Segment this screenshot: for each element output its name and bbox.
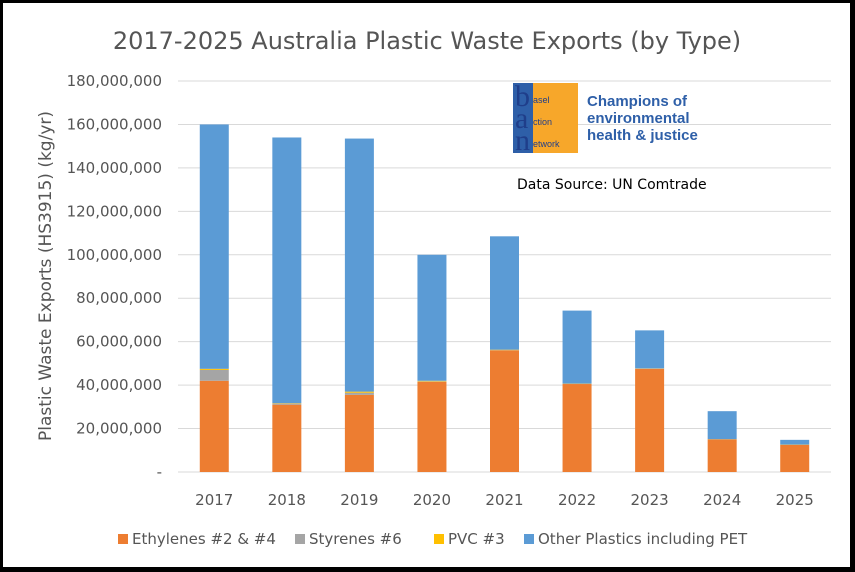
bar-segment [562,384,592,472]
legend-swatch [118,534,128,544]
y-tick-label: 60,000,000 [76,333,162,351]
legend: Ethylenes #2 & #4 Styrenes #6 PVC #3 Other … [118,530,748,548]
legend-label: PVC #3 [448,530,505,548]
y-tick-label: 120,000,000 [67,202,162,220]
bar-segment [417,381,447,472]
ban-logo-letter-a: a [515,102,528,135]
bar-segment [344,394,374,472]
bar-segment [272,137,302,404]
bar-segment [417,380,447,382]
y-tick-label: 180,000,000 [67,72,162,90]
chart-title: 2017-2025 Australia Plastic Waste Export… [113,27,741,55]
bar-segment [344,392,374,395]
bar-segment [199,124,229,369]
bar-segment [490,350,519,472]
bar-segment [199,369,229,381]
chart-svg: 2017-2025 Australia Plastic Waste Export… [36,27,831,548]
bar-segment [635,330,665,369]
bar-segment [344,138,374,392]
x-tick-label: 2022 [558,491,596,509]
bar-segment [707,411,737,440]
ban-logo-word-asel: asel [533,95,550,105]
bar-segment [417,254,447,381]
bar-segment [490,236,519,350]
y-tick-label: 140,000,000 [67,159,162,177]
bar-layer [199,124,810,472]
x-tick-label: 2018 [268,491,306,509]
legend-label: Ethylenes #2 & #4 [132,530,276,548]
y-tick-label: 80,000,000 [76,289,162,307]
legend-swatch [434,534,444,544]
bar-segment [199,368,229,370]
ban-logo-band [513,83,533,153]
legend-swatch [524,534,534,544]
ban-logo-word-ction: ction [533,117,552,127]
x-tick-label: 2025 [776,491,814,509]
y-tick-label: - [157,463,162,481]
x-tick-label: 2019 [340,491,378,509]
logo-tagline-line2: environmental [587,110,690,127]
legend-label: Styrenes #6 [309,530,402,548]
x-tick-labels: 2017 2018 2019 2020 2021 2022 2023 2024 2025 [195,491,814,509]
y-tick-label: 40,000,000 [76,376,162,394]
x-tick-label: 2023 [631,491,669,509]
y-tick-label: 20,000,000 [76,420,162,438]
bar-segment [344,391,374,393]
ban-logo-word-etwork: etwork [533,139,560,149]
x-tick-label: 2024 [703,491,741,509]
y-tick-label: 160,000,000 [67,115,162,133]
bar-segment [199,380,229,472]
y-tick-label: 100,000,000 [67,246,162,264]
bar-segment [780,439,810,445]
data-source-note: Data Source: UN Comtrade [517,177,707,193]
legend-label: Other Plastics including PET [538,530,748,548]
bar-segment [780,444,810,472]
bar-segment [272,403,302,405]
logo-tagline-line1: Champions of [587,93,688,110]
x-tick-label: 2017 [195,491,233,509]
bar-segment [272,404,302,472]
y-tick-labels: - 20,000,000 40,000,000 60,000,000 80,000,00… [67,72,162,481]
logo-tagline-line3: health & justice [587,127,698,144]
bar-segment [562,310,592,384]
ban-logo-letter-b: b [515,80,530,113]
ban-logo-letter-n: n [515,124,530,157]
chart-frame: 2017-2025 Australia Plastic Waste Export… [3,3,850,567]
x-tick-label: 2021 [485,491,523,509]
ban-logo: b a n asel ction etwork Champions of env… [513,80,698,157]
bar-segment [635,368,665,472]
x-tick-label: 2020 [413,491,451,509]
legend-swatch [295,534,305,544]
bar-segment [707,439,737,472]
y-axis-label: Plastic Waste Exports (HS3915) (kg/yr) [36,111,56,441]
